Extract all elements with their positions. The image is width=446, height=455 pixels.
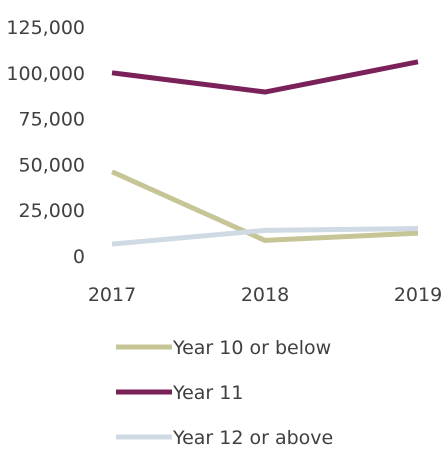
y-tick-label: 0 (73, 246, 85, 268)
legend: Year 10 or below Year 11 Year 12 or above (116, 337, 333, 449)
x-tick-label: 2019 (394, 284, 442, 306)
y-tick-label: 125,000 (6, 17, 85, 39)
legend-label: Year 11 (172, 382, 243, 404)
y-tick-label: 75,000 (19, 109, 85, 131)
x-tick-label: 2018 (241, 284, 289, 306)
series-line-3 (111, 226, 419, 247)
series-line-1 (110, 169, 419, 243)
x-tick-label: 2017 (88, 284, 136, 306)
x-axis-ticks: 2017 2018 2019 (88, 284, 442, 306)
series-line-2 (111, 59, 419, 95)
y-tick-label: 25,000 (19, 200, 85, 222)
y-tick-label: 100,000 (6, 63, 85, 85)
y-tick-label: 50,000 (19, 154, 85, 176)
series-lines (110, 59, 419, 247)
legend-label: Year 10 or below (172, 337, 331, 359)
y-axis-ticks: 0 25,000 50,000 75,000 100,000 125,000 (6, 17, 85, 268)
legend-label: Year 12 or above (172, 427, 333, 449)
